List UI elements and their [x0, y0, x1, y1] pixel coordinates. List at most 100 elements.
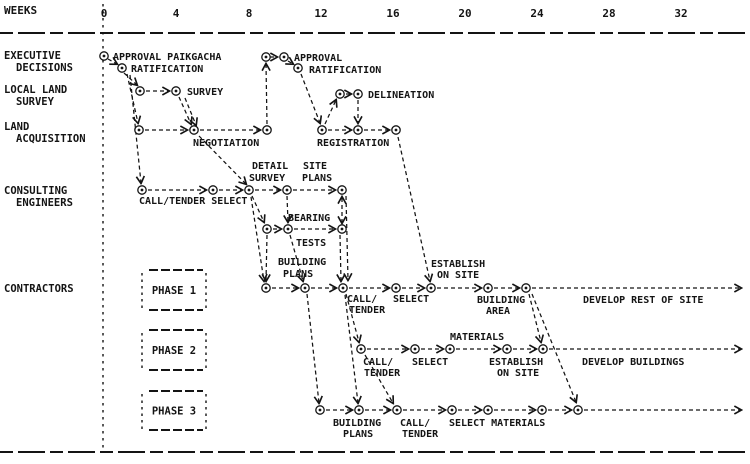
- milestone-nodes: [99, 51, 583, 415]
- activity-label: SELECT: [412, 357, 448, 368]
- row-label: SURVEY: [16, 96, 55, 108]
- activity-label: NEGOTIATION: [193, 138, 259, 149]
- milestone-node-dot: [395, 408, 399, 412]
- activity-label: ESTABLISH: [431, 259, 485, 270]
- milestone-node-dot: [137, 128, 141, 132]
- activity-label: APPROVAL: [294, 53, 342, 64]
- dependency-edge: [266, 234, 267, 281]
- milestone-node-dot: [357, 408, 361, 412]
- activity-label: CALL/: [347, 294, 377, 305]
- activity-label: SELECT: [393, 294, 429, 305]
- row-label: EXECUTIVE: [4, 50, 61, 62]
- milestone-node-dot: [192, 128, 196, 132]
- dependency-edge: [346, 195, 348, 280]
- activity-label: BUILDING: [477, 295, 525, 306]
- week-tick-label: 12: [314, 7, 327, 20]
- row-label: LOCAL LAND: [4, 84, 67, 96]
- milestone-node-dot: [318, 408, 322, 412]
- week-tick-label: 0: [101, 7, 108, 20]
- milestone-node-dot: [265, 227, 269, 231]
- row-label: CONTRACTORS: [4, 283, 74, 295]
- activity-label: AREA: [486, 306, 510, 317]
- milestone-node-dot: [286, 227, 290, 231]
- milestone-node-dot: [296, 66, 300, 70]
- milestone-node-dot: [320, 128, 324, 132]
- dependency-edge: [289, 234, 303, 281]
- phase-box-label: PHASE 3: [152, 406, 196, 418]
- dependency-edge: [531, 293, 576, 402]
- activity-label: TENDER: [402, 429, 439, 440]
- milestone-node-dot: [138, 89, 142, 93]
- milestone-node-dot: [450, 408, 454, 412]
- activity-label: CALL/: [363, 357, 393, 368]
- activity-label: SITE: [303, 161, 327, 172]
- activity-label: REGISTRATION: [317, 138, 389, 149]
- milestone-node-dot: [356, 128, 360, 132]
- week-tick-label: 28: [602, 7, 615, 20]
- activity-label: RATIFICATION: [131, 64, 203, 75]
- activity-label: RATIFICATION: [309, 65, 381, 76]
- dependency-edge: [123, 72, 137, 85]
- activity-label: PLANS: [302, 173, 332, 184]
- activity-label: BUILDING: [278, 257, 326, 268]
- milestone-node-dot: [576, 408, 580, 412]
- dependency-edge: [287, 195, 288, 222]
- grid-rules: [0, 4, 750, 453]
- milestone-node-dot: [264, 286, 268, 290]
- milestone-node-dot: [341, 286, 345, 290]
- activity-label: DEVELOP BUILDINGS: [582, 357, 684, 368]
- phase-boxes: [141, 269, 207, 431]
- milestone-node-dot: [541, 347, 545, 351]
- activity-label: SURVEY: [187, 87, 223, 98]
- activity-label: ESTABLISH: [489, 357, 543, 368]
- milestone-node-dot: [265, 128, 269, 132]
- activity-label: ON SITE: [437, 270, 479, 281]
- dependency-edge: [250, 196, 264, 281]
- milestone-node-dot: [264, 55, 268, 59]
- activity-label: TENDER: [349, 305, 386, 316]
- weeks-axis-title: WEEKS: [4, 4, 37, 17]
- milestone-node-dot: [282, 55, 286, 59]
- phase-box-label: PHASE 2: [152, 345, 196, 357]
- milestone-node-dot: [140, 188, 144, 192]
- activity-label: SELECT MATERIALS: [449, 418, 545, 429]
- dependency-edge: [184, 97, 196, 125]
- week-tick-label: 32: [674, 7, 687, 20]
- activity-label: CALL/: [400, 418, 430, 429]
- week-tick-label: 4: [173, 7, 180, 20]
- row-label: CONSULTING: [4, 185, 67, 197]
- milestone-node-dot: [102, 54, 106, 58]
- row-label: ACQUISITION: [16, 133, 86, 145]
- week-tick-label: 8: [246, 7, 253, 20]
- milestone-node-dot: [413, 347, 417, 351]
- dependency-edges: [107, 57, 741, 410]
- activity-label: BEARING: [288, 213, 330, 224]
- activity-label: BUILDING: [333, 418, 381, 429]
- dependency-edge: [397, 136, 430, 281]
- milestone-node-dot: [540, 408, 544, 412]
- milestone-node-dot: [211, 188, 215, 192]
- milestone-node-dot: [429, 286, 433, 290]
- milestone-node-dot: [394, 286, 398, 290]
- activity-label: MATERIALS: [450, 332, 504, 343]
- activity-label: SURVEY: [249, 173, 285, 184]
- activity-label: CALL/TENDER SELECT: [139, 196, 247, 207]
- activity-label: PLANS: [283, 269, 313, 280]
- dependency-edge: [324, 100, 336, 125]
- milestone-node-dot: [359, 347, 363, 351]
- milestone-node-dot: [174, 89, 178, 93]
- week-tick-label: 24: [530, 7, 544, 20]
- milestone-node-dot: [356, 92, 360, 96]
- row-label: DECISIONS: [16, 62, 73, 74]
- phase-box-label: PHASE 1: [152, 285, 196, 297]
- dependency-edge: [306, 293, 319, 403]
- dependency-edge: [364, 354, 393, 403]
- activity-label: DELINEATION: [368, 90, 434, 101]
- milestone-node-dot: [340, 188, 344, 192]
- row-label: ENGINEERS: [16, 197, 73, 209]
- milestone-node-dot: [303, 286, 307, 290]
- activity-label: APPROVAL PAIKGACHA: [113, 52, 221, 63]
